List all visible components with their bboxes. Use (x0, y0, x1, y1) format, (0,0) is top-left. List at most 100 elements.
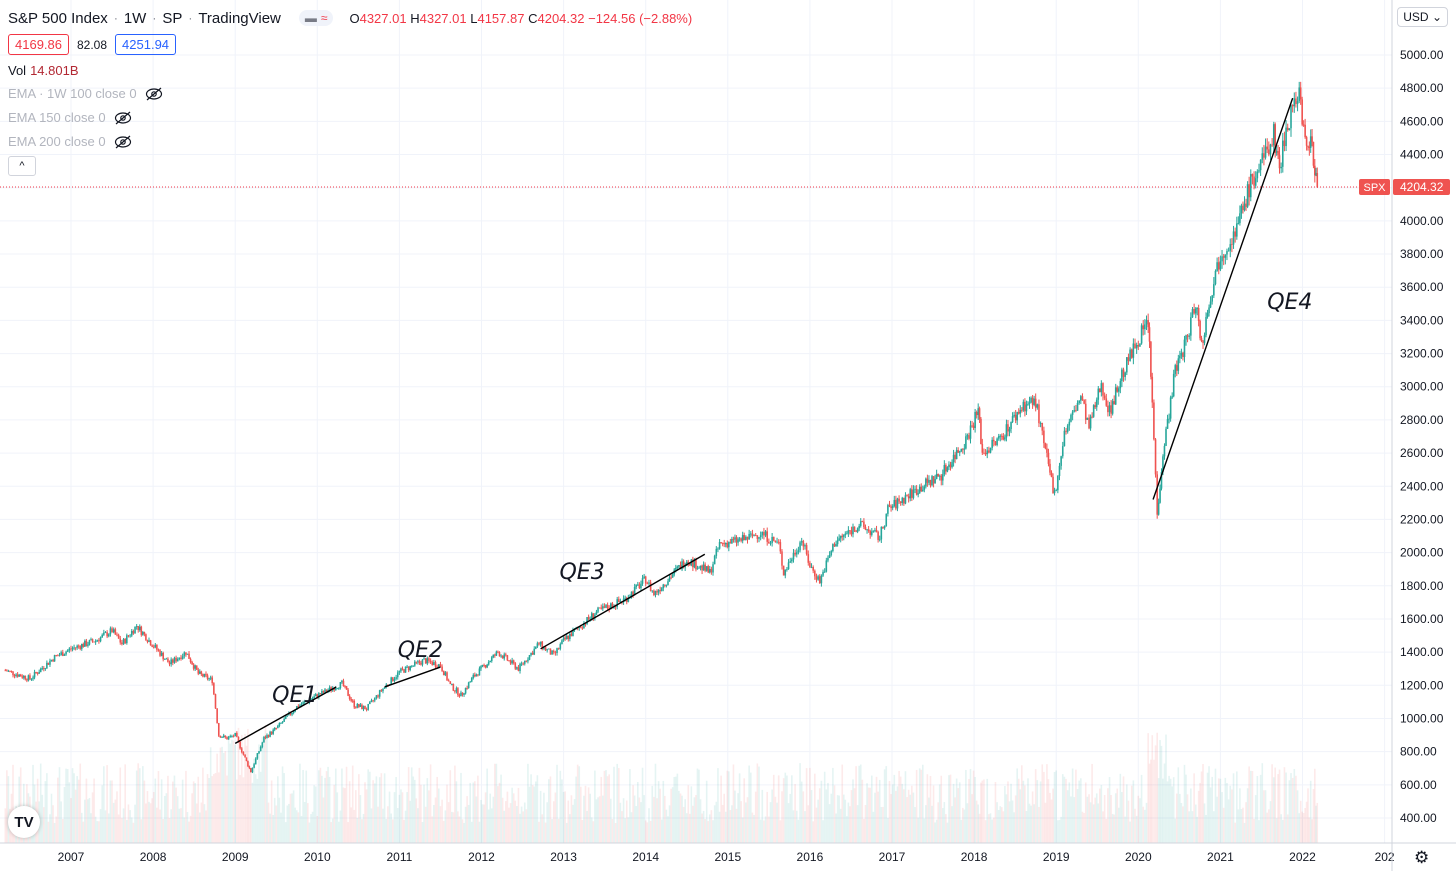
candle-body (114, 629, 117, 635)
volume-bar (662, 780, 665, 843)
volume-bar (543, 792, 545, 843)
candle-body (895, 499, 897, 509)
legend-status-pill[interactable]: ▬ ≈ (298, 10, 334, 26)
approx-icon: ≈ (320, 11, 328, 25)
candle-body (395, 677, 397, 679)
candle-body (101, 634, 103, 638)
candle-body (1302, 124, 1305, 126)
candle-body (1019, 409, 1022, 414)
candle-body (231, 736, 233, 737)
gear-icon[interactable]: ⚙ (1414, 848, 1430, 867)
eye-crossed-icon[interactable] (114, 135, 132, 149)
volume-bar (771, 789, 773, 843)
candle-body (1008, 429, 1011, 432)
candle-body (1221, 256, 1223, 262)
volume-bar (494, 763, 496, 843)
volume-bar (1248, 766, 1250, 843)
volume-bar (926, 774, 929, 843)
volume-bar (322, 797, 325, 843)
volume-bar (531, 785, 534, 843)
volume-bar (1142, 806, 1145, 843)
candle-body (424, 658, 427, 664)
volume-bar (6, 770, 8, 843)
candle-body (771, 536, 773, 543)
volume-bar (699, 799, 702, 843)
candle-body (277, 725, 279, 729)
currency-selector[interactable]: USD ⌄ (1397, 7, 1448, 27)
volume-bar (240, 734, 243, 843)
candle-body (140, 626, 143, 635)
volume-bar (1043, 771, 1045, 843)
volume-bar (1249, 770, 1252, 843)
candle-body (654, 590, 657, 596)
candle-body (1129, 349, 1131, 361)
candle-body (838, 538, 840, 541)
indicator-ema-150[interactable]: EMA 150 close 0 (8, 109, 692, 126)
volume-bar (1134, 808, 1136, 843)
volume-bar (717, 768, 719, 843)
eye-crossed-icon[interactable] (114, 111, 132, 125)
candle-body (1094, 405, 1096, 408)
candle-body (126, 635, 128, 644)
indicator-ema-200[interactable]: EMA 200 close 0 (8, 133, 692, 150)
volume-bar (710, 810, 713, 843)
tradingview-logo-icon[interactable]: TV (8, 806, 40, 838)
candle-body (308, 699, 311, 703)
volume-bar (269, 813, 271, 843)
volume-bar (769, 802, 772, 843)
candle-body (267, 735, 270, 737)
interval-label[interactable]: 1W (123, 9, 147, 27)
candle-body (483, 664, 485, 666)
volume-bar (977, 804, 980, 843)
buy-price-button[interactable]: 4251.94 (115, 34, 177, 55)
volume-bar (186, 812, 189, 843)
indicator-ema-100[interactable]: EMA · 1W 100 close 0 (8, 85, 692, 102)
volume-bar (1130, 785, 1133, 843)
candle-body (1047, 452, 1050, 464)
volume-bar (822, 820, 824, 843)
volume-bar (994, 782, 997, 843)
x-tick-label: 202 (1375, 850, 1395, 864)
volume-bar (740, 801, 742, 843)
volume-bar (584, 785, 587, 843)
candle-body (278, 723, 281, 726)
candle-body (1174, 365, 1177, 374)
volume-bar (237, 727, 240, 843)
candle-body (1249, 174, 1252, 198)
volume-bar (365, 789, 368, 843)
symbol-name[interactable]: S&P 500 Index (8, 9, 108, 27)
volume-bar (835, 813, 837, 843)
candle-body (1258, 170, 1260, 172)
candle-body (531, 652, 534, 655)
eye-crossed-icon[interactable] (145, 87, 163, 101)
candle-body (359, 704, 362, 707)
volume-bar (957, 788, 959, 843)
candle-body (1134, 343, 1136, 349)
volume-bar (1127, 800, 1130, 843)
volume-bar (137, 763, 140, 843)
volume-bar (1269, 801, 1272, 843)
candle-body (202, 674, 204, 677)
volume-bar (53, 822, 56, 843)
volume-bar (735, 808, 738, 843)
candle-body (497, 651, 499, 653)
sell-price-button[interactable]: 4169.86 (8, 34, 69, 55)
candle-body (807, 554, 810, 563)
volume-bar (245, 745, 248, 843)
volume-bar (818, 788, 821, 843)
volume-bar (1046, 764, 1048, 843)
volume-bar (810, 790, 813, 843)
candle-body (945, 465, 947, 472)
candle-body (111, 628, 113, 633)
candle-body (1102, 383, 1104, 396)
volume-bar (1052, 788, 1054, 843)
candle-body (602, 606, 604, 609)
volume-bar (885, 766, 888, 843)
candle-body (533, 648, 536, 655)
collapse-legend-button[interactable]: ^ (8, 156, 36, 176)
candle-body (224, 735, 227, 738)
candle-body (633, 587, 636, 596)
volume-bar (1196, 816, 1199, 843)
candle-body (1041, 423, 1044, 431)
